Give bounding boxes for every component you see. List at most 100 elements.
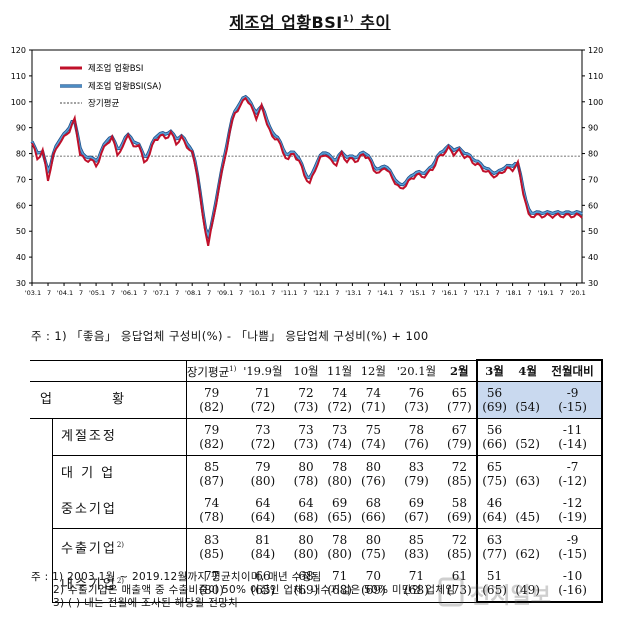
- table-cell: -11 (-14): [544, 418, 603, 456]
- y-tick-label-left: 60: [16, 201, 26, 210]
- table-cell: 80 (75): [356, 528, 391, 565]
- table-cell: -12 (-19): [544, 492, 603, 529]
- table-cell: 68 (69): [289, 565, 323, 603]
- table-row: 계절조정 79 (82) 73 (72) 73 (73) 73 (74) 75 (74) 78 (76)…: [30, 418, 603, 602]
- table-cell: 74 (71): [361, 386, 386, 414]
- legend-label: 제조업 업황BSI(SA): [88, 81, 161, 92]
- table-cell: 73 (74): [322, 418, 357, 456]
- y-tick-label-left: 90: [16, 124, 26, 133]
- table-cell: 78 (80): [322, 528, 357, 565]
- header-cell: '19.9월: [236, 359, 290, 382]
- table-cell: 72 (73): [293, 386, 319, 414]
- table-cell: (62): [511, 528, 545, 565]
- table-cell: -9 (-15): [544, 528, 603, 565]
- header-cell: '20.1월: [390, 359, 443, 382]
- table-row: 업 황 79 (82) 71 (72) 72 (73) 74 (72) 74 (71) 76 (73) 6…: [30, 381, 603, 419]
- table-cell: -10 (-16): [544, 565, 603, 603]
- table-cell: 74 (72): [327, 386, 352, 414]
- table-cell: 68 (66): [361, 496, 386, 524]
- x-tick-label: '11.1: [281, 289, 297, 297]
- table-cell: 79 (82): [185, 418, 237, 456]
- x-tick-label: '15.1: [409, 289, 425, 297]
- table-cell: 80 (76): [356, 455, 391, 492]
- y-tick-label-left: 80: [16, 150, 26, 159]
- y-tick-label-right: 50: [588, 227, 598, 236]
- y-tick-label-left: 30: [16, 279, 26, 288]
- plot-frame: [31, 49, 583, 284]
- x-tick-label: '17.1: [473, 289, 489, 297]
- table-cell: 56 (69): [475, 381, 512, 419]
- y-tick-label-right: 80: [588, 150, 598, 159]
- chart-note: 주 : 1) 「좋음」 응답업체 구성비(%) - 「나쁨」 응답업체 구성비(…: [31, 329, 429, 343]
- table-cell: 79 (80): [236, 455, 290, 492]
- x-tick-label: '06.1: [121, 289, 137, 297]
- table-cell: 71 (72): [250, 386, 276, 414]
- x-tick-label: '20.1: [570, 289, 586, 297]
- x-tick-label: 7: [207, 289, 211, 297]
- footnotes: 주 : 1) 2003.1월 ~ 2019.12월까지 평균치이며, 매년 수정…: [31, 571, 455, 610]
- table-cell: (49): [511, 565, 545, 603]
- table-cell: 46 (64): [475, 492, 512, 529]
- x-tick-label: 7: [175, 289, 179, 297]
- y-tick-label-right: 90: [588, 124, 598, 133]
- table-cell: 71 (68): [322, 565, 357, 603]
- y-tick-label-right: 70: [588, 175, 598, 184]
- y-tick-label-right: 110: [588, 72, 603, 81]
- legend-label: 장기평균: [88, 98, 119, 109]
- table-cell: (45): [515, 510, 540, 524]
- x-tick-label: '09.1: [217, 289, 233, 297]
- y-tick-label-left: 110: [11, 72, 26, 81]
- footnote-3: 3) ( ) 내는 전월에 조사된 해당월 전망치: [53, 597, 239, 609]
- x-tick-label: 7: [367, 289, 371, 297]
- footnote-2: 2) 수출기업은 매출액 중 수출비중이 50% 이상인 업체, 내수기업은 5…: [53, 584, 456, 596]
- header-cell: 전월대비: [544, 359, 603, 382]
- table-cell: (63): [511, 455, 545, 492]
- series-sa-outline: [30, 94, 583, 240]
- legend-label: 제조업 업황BSI: [88, 63, 143, 74]
- table-cell: 70 (69): [356, 565, 391, 603]
- table-cell: 73 (73): [289, 418, 323, 456]
- x-tick-label: 7: [495, 289, 499, 297]
- table-cell: 72 (85): [442, 528, 477, 565]
- x-tick-label: '14.1: [377, 289, 393, 297]
- table-cell: 71 (68): [390, 565, 443, 603]
- table-cell: 73 (72): [236, 418, 290, 456]
- footnote-1: 주 : 1) 2003.1월 ~ 2019.12월까지 평균치이며, 매년 수정…: [31, 571, 322, 583]
- x-tick-label: 7: [47, 289, 51, 297]
- header-cell: 4월: [511, 359, 545, 382]
- x-tick-label: '07.1: [153, 289, 169, 297]
- x-tick-label: '19.1: [537, 289, 553, 297]
- table-cell: 78 (76): [390, 418, 443, 456]
- table-cell: 58 (69): [447, 496, 472, 524]
- bsi-line-chart: 30 30 40 40 50 50 60 60 70 70 80 80 90 90 100 100 110 110…: [11, 46, 604, 297]
- row-label: 업 황: [40, 392, 153, 407]
- table-cell: 83 (79): [390, 455, 443, 492]
- svg-text:천지일보: 천지일보: [470, 584, 551, 609]
- y-tick-label-left: 70: [16, 175, 26, 184]
- header-cell: 10월: [289, 359, 323, 382]
- x-tick-label: '16.1: [441, 289, 457, 297]
- table-cell: 56 (66): [475, 418, 512, 456]
- x-tick-label: 7: [271, 289, 275, 297]
- table-header-row: 장기평균1) '19.9월 10월 11월 12월 '20.1월 2월 3월 4월 전월대비: [30, 359, 603, 382]
- row-label: 수출기업2): [52, 528, 187, 565]
- y-tick-label-right: 40: [588, 253, 598, 262]
- x-tick-label: '18.1: [505, 289, 521, 297]
- x-tick-label: 7: [239, 289, 243, 297]
- x-tick-label: '10.1: [249, 289, 265, 297]
- table-cell: 69 (67): [404, 496, 429, 524]
- header-cell: 2월: [442, 359, 477, 382]
- row-label: 대 기 업: [52, 455, 187, 492]
- x-tick-label: 7: [111, 289, 115, 297]
- table-cell: 51 (65): [475, 565, 512, 603]
- y-tick-label-right: 120: [588, 46, 603, 55]
- y-tick-label-right: 30: [588, 279, 598, 288]
- table-cell: 78 (80): [322, 455, 357, 492]
- row-label: 내수기업2): [52, 565, 187, 603]
- table-cell: 79 (82): [185, 381, 237, 419]
- table-row: 대 기 업 85 (87) 79 (80) 80 (78) 78 (80) 80 (76) 83 (79…: [30, 455, 603, 492]
- table-cell: 65 (75): [475, 455, 512, 492]
- table-cell: -9 (-15): [544, 381, 603, 419]
- row-indent: [30, 418, 53, 602]
